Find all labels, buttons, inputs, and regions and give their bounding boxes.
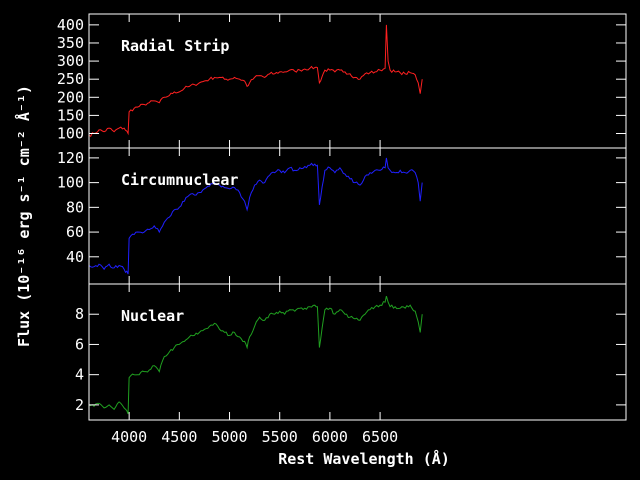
x-tick-label-2: 5000	[211, 428, 247, 446]
panel-frame-1	[88, 147, 627, 285]
y-tick-label-2-2: 6	[75, 335, 84, 353]
y-axis-title: Flux (10⁻¹⁶ erg s⁻¹ cm⁻² Å⁻¹)	[14, 85, 33, 347]
x-tick-label-3: 5500	[262, 428, 298, 446]
x-axis-ticks: 4000 4500 5000 5500 6000 6500	[111, 428, 398, 446]
panel-frame-0	[88, 13, 627, 149]
panel-label-2: Nuclear	[121, 307, 184, 325]
panel-label-0: Radial Strip	[121, 37, 229, 55]
panel-frame-2	[88, 283, 627, 421]
y-tick-label-1-0: 40	[66, 248, 84, 266]
x-axis-title: Rest Wavelength (Å)	[278, 449, 450, 468]
y-tick-label-0-0: 100	[57, 125, 84, 143]
y-tick-label-0-2: 200	[57, 88, 84, 106]
series-line-1	[88, 157, 423, 275]
y-tick-label-2-0: 2	[75, 396, 84, 414]
x-tick-label-4: 6000	[312, 428, 348, 446]
y-tick-label-0-5: 350	[57, 34, 84, 52]
y-tick-label-0-3: 250	[57, 70, 84, 88]
y-tick-label-0-4: 300	[57, 52, 84, 70]
y-tick-label-1-2: 80	[66, 198, 84, 216]
y-tick-label-1-1: 60	[66, 223, 84, 241]
x-tick-label-0: 4000	[111, 428, 147, 446]
series-line-2	[88, 295, 423, 415]
x-tick-label-1: 4500	[161, 428, 197, 446]
y-tick-label-1-3: 100	[57, 174, 84, 192]
y-tick-label-2-1: 4	[75, 366, 84, 384]
x-tick-label-5: 6500	[362, 428, 398, 446]
y-tick-label-0-1: 150	[57, 106, 84, 124]
panel-label-1: Circumnuclear	[121, 171, 238, 189]
y-tick-label-1-4: 120	[57, 149, 84, 167]
panel-1: 40 60 80 100 120 Circumnuclear	[57, 147, 627, 285]
series-line-0	[88, 24, 423, 138]
y-tick-label-0-6: 400	[57, 16, 84, 34]
panel-2: 2 4 6 8 Nuclear	[75, 283, 627, 421]
y-tick-label-2-3: 8	[75, 305, 84, 323]
